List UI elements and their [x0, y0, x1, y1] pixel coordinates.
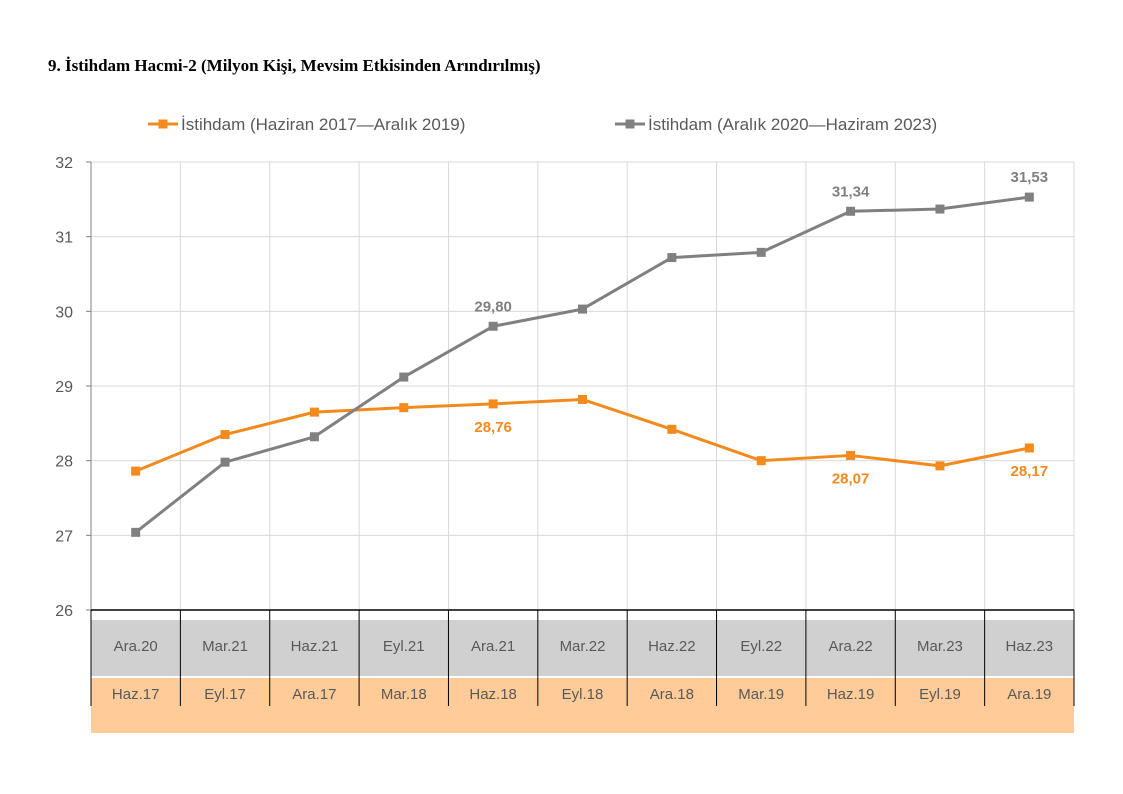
data-point: [309, 407, 319, 417]
data-point: [667, 424, 677, 434]
data-point: [578, 394, 587, 404]
x-tick-label-top: Eyl.21: [383, 638, 425, 655]
legend-marker-2: [625, 119, 635, 129]
data-point: [1024, 443, 1034, 453]
data-point: [578, 304, 587, 314]
data-point: [131, 466, 141, 476]
category-band-top: [91, 620, 1074, 676]
chart-title: 9. İstihdam Hacmi-2 (Milyon Kişi, Mevsim…: [48, 56, 541, 75]
legend-label-2: İstihdam (Aralık 2020—Haziram 2023): [648, 115, 937, 134]
x-tick-label-bottom: Haz.18: [469, 686, 517, 703]
data-point: [667, 253, 677, 263]
data-point: [399, 372, 409, 382]
x-tick-label-top: Mar.23: [917, 638, 963, 655]
data-point: [220, 430, 230, 440]
data-point: [488, 321, 498, 331]
x-tick-label-bottom: Mar.19: [738, 686, 784, 703]
y-tick-label: 27: [55, 528, 73, 545]
data-point: [756, 247, 766, 257]
x-tick-label-bottom: Ara.17: [292, 686, 336, 703]
category-band-bottom: [91, 677, 1074, 733]
y-tick-label: 29: [55, 379, 73, 396]
y-tick-label: 26: [55, 603, 73, 620]
data-point: [220, 457, 230, 467]
data-point: [935, 461, 945, 471]
data-point: [488, 399, 498, 409]
x-tick-label-bottom: Ara.18: [650, 686, 694, 703]
x-tick-label-top: Mar.21: [202, 638, 248, 655]
x-tick-label-bottom: Eyl.18: [562, 686, 604, 703]
x-tick-label-top: Haz.22: [648, 638, 696, 655]
y-tick-label: 30: [55, 304, 73, 321]
legend-label-1: İstihdam (Haziran 2017—Aralık 2019): [181, 115, 465, 134]
x-tick-label-top: Mar.22: [560, 638, 606, 655]
data-point: [309, 432, 319, 442]
data-point: [131, 527, 141, 537]
x-tick-label-bottom: Eyl.19: [919, 686, 961, 703]
data-point: [756, 456, 766, 466]
x-tick-label-bottom: Haz.19: [827, 686, 875, 703]
data-label: 28,17: [1011, 463, 1049, 480]
x-tick-label-bottom: Eyl.17: [204, 686, 246, 703]
x-tick-label-bottom: Mar.18: [381, 686, 427, 703]
x-tick-label-top: Haz.21: [291, 638, 339, 655]
y-tick-label: 31: [55, 230, 73, 247]
x-tick-label-bottom: Ara.19: [1007, 686, 1051, 703]
x-tick-label-top: Ara.21: [471, 638, 515, 655]
y-tick-label: 32: [55, 155, 73, 172]
x-tick-label-top: Ara.22: [828, 638, 872, 655]
x-tick-label-top: Ara.20: [114, 638, 158, 655]
data-point: [846, 206, 856, 216]
data-point: [846, 450, 856, 460]
x-tick-label-top: Eyl.22: [740, 638, 782, 655]
data-label: 29,80: [474, 298, 512, 315]
data-point: [1024, 192, 1034, 202]
data-point: [399, 403, 409, 413]
data-point: [935, 204, 945, 214]
data-label: 28,76: [474, 419, 512, 436]
data-label: 31,34: [832, 183, 870, 200]
data-label: 31,53: [1011, 169, 1049, 186]
legend-marker-1: [158, 119, 168, 129]
data-label: 28,07: [832, 470, 870, 487]
x-tick-label-top: Haz.23: [1006, 638, 1054, 655]
y-tick-label: 28: [55, 454, 73, 471]
x-tick-label-bottom: Haz.17: [112, 686, 160, 703]
